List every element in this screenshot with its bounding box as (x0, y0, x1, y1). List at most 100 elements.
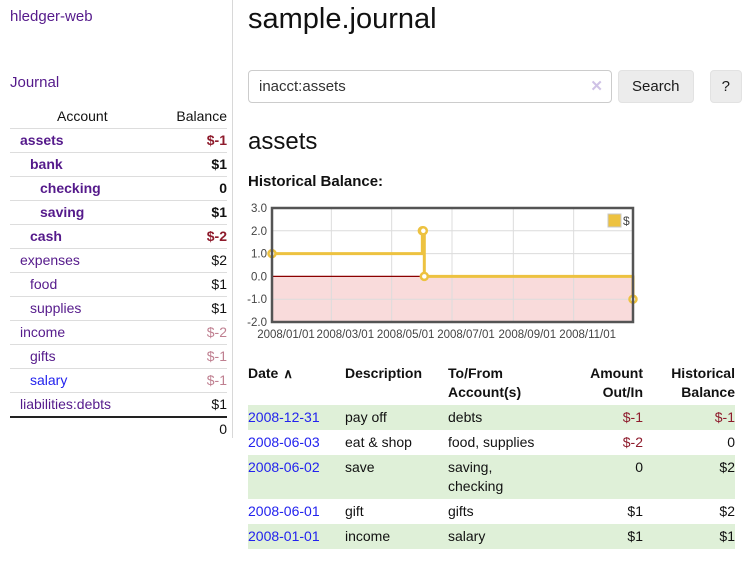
accounts-tbody: assets $-1 bank $1 checking 0 saving $1 cash $-2 e… (10, 128, 227, 418)
account-balance: $1 (211, 396, 227, 412)
account-row: food $1 (10, 272, 227, 297)
register-header-date[interactable]: Date ∧ (248, 365, 293, 381)
clear-search-icon[interactable]: ✕ (590, 78, 603, 95)
account-link[interactable]: assets (20, 132, 64, 148)
register-description: pay off (345, 409, 387, 425)
search-input[interactable] (248, 70, 612, 103)
account-link[interactable]: bank (30, 156, 63, 172)
accounts-header-balance: Balance (176, 108, 227, 124)
account-balance: $-2 (206, 228, 227, 244)
register-date[interactable]: 2008-06-03 (248, 430, 345, 455)
transaction-date-link[interactable]: 2008-12-31 (248, 409, 320, 425)
account-name-cell: assets (10, 129, 155, 153)
page-title: sample.journal (248, 3, 437, 35)
register-header-amount: Amount Out/In (590, 365, 643, 400)
account-link[interactable]: income (20, 324, 66, 340)
register-accounts: salary (448, 528, 486, 544)
account-row: cash $-2 (10, 224, 227, 249)
y-axis-tick-label: -1.0 (247, 294, 267, 306)
register-header-accounts: To/From Account(s) (448, 365, 522, 400)
transaction-date-link[interactable]: 2008-06-03 (248, 434, 320, 450)
register-amount: $-2 (622, 434, 643, 450)
account-balance: $1 (211, 204, 227, 220)
x-axis-tick-label: 2008/09/01 (499, 329, 557, 341)
account-balance: $-1 (206, 372, 227, 388)
search-form: ✕ Search ? (248, 70, 742, 103)
chart-heading: Historical Balance: (248, 173, 384, 190)
account-name-cell: food (10, 273, 155, 297)
main-content: sample.journal ✕ Search ? assets Histori… (246, 0, 742, 549)
account-link[interactable]: gifts (30, 348, 56, 364)
register-header-balance: Historical Balance (671, 365, 735, 400)
account-name-cell: cash (10, 225, 155, 249)
account-name-cell: income (10, 321, 155, 345)
account-balance: $-1 (206, 132, 227, 148)
register-accounts: saving, checking (448, 459, 504, 494)
account-link[interactable]: liabilities:debts (20, 396, 112, 412)
historical-balance-chart: $3.0 2.0 1.0 0.0 -1.0 -2.0 2008/01/01 2008/03/0… (246, 203, 742, 344)
x-axis-tick-label: 2008/05/01 (377, 329, 435, 341)
account-link[interactable]: cash (30, 228, 62, 244)
register-date[interactable]: 2008-06-02 (248, 455, 345, 499)
account-link[interactable]: salary (30, 372, 68, 388)
account-name-cell: salary (10, 369, 155, 393)
y-axis-tick-label: 3.0 (251, 203, 267, 215)
search-button[interactable]: Search (618, 70, 694, 103)
account-row: income $-2 (10, 320, 227, 345)
register-balance: $1 (719, 528, 735, 544)
account-link[interactable]: expenses (20, 252, 80, 268)
sidebar-item-journal[interactable]: Journal (10, 74, 60, 91)
account-row: assets $-1 (10, 128, 227, 153)
account-link[interactable]: food (30, 276, 58, 292)
account-name-cell: saving (10, 201, 155, 225)
transaction-date-link[interactable]: 2008-06-01 (248, 503, 320, 519)
plot-border (270, 206, 635, 324)
account-heading: assets (248, 128, 318, 155)
transaction-date-link[interactable]: 2008-01-01 (248, 528, 320, 544)
register-date[interactable]: 2008-12-31 (248, 405, 345, 430)
accounts-total-value: 0 (219, 421, 227, 437)
account-balance: $2 (211, 252, 227, 268)
y-axis-tick-label: 0.0 (251, 271, 267, 283)
register-amount: $-1 (622, 409, 643, 425)
register-date[interactable]: 2008-01-01 (248, 524, 345, 549)
register-row: 2008-06-03 eat & shop food, supplies $-2 0 (248, 430, 735, 455)
accounts-total-row: 0 (10, 417, 227, 441)
register-row: 2008-06-01 gift gifts $1 $2 (248, 499, 735, 524)
register-row: 2008-06-02 save saving, checking 0 $2 (248, 455, 735, 499)
register-amount: $1 (627, 503, 643, 519)
search-input-wrap: ✕ (248, 70, 612, 103)
sidebar: hledger-web Journal Account Balance asse… (0, 0, 233, 438)
register-header-description: Description (345, 365, 423, 381)
transaction-date-link[interactable]: 2008-06-02 (248, 459, 320, 475)
register-accounts: food, supplies (448, 434, 535, 450)
account-name-cell: liabilities:debts (10, 393, 155, 418)
register-header-row: Date ∧ Description To/From Account(s) Amo… (248, 364, 735, 405)
register-date[interactable]: 2008-06-01 (248, 499, 345, 524)
register-description: income (345, 528, 391, 544)
register-description: eat & shop (345, 434, 412, 450)
accounts-total-spacer (10, 417, 155, 441)
register-balance: $2 (719, 503, 735, 519)
register-table: Date ∧ Description To/From Account(s) Amo… (248, 364, 735, 549)
x-axis-tick-label: 2008/07/01 (437, 329, 495, 341)
account-link[interactable]: supplies (30, 300, 82, 316)
account-row: gifts $-1 (10, 344, 227, 369)
accounts-header-account: Account (57, 108, 108, 124)
y-axis-tick-label: 1.0 (251, 249, 267, 261)
app-title-link[interactable]: hledger-web (10, 8, 93, 25)
register-tbody: 2008-12-31 pay off debts $-1 $-1 2008-06-03 ea… (248, 405, 735, 549)
register-description: save (345, 459, 375, 475)
account-link[interactable]: saving (40, 204, 85, 220)
register-description: gift (345, 503, 364, 519)
account-balance: 0 (219, 180, 227, 196)
account-row: saving $1 (10, 200, 227, 225)
account-balance: $1 (211, 276, 227, 292)
account-link[interactable]: checking (40, 180, 101, 196)
account-name-cell: supplies (10, 297, 155, 321)
account-balance: $-1 (206, 348, 227, 364)
register-amount: $1 (627, 528, 643, 544)
account-balance: $1 (211, 300, 227, 316)
help-button[interactable]: ? (709, 70, 742, 103)
